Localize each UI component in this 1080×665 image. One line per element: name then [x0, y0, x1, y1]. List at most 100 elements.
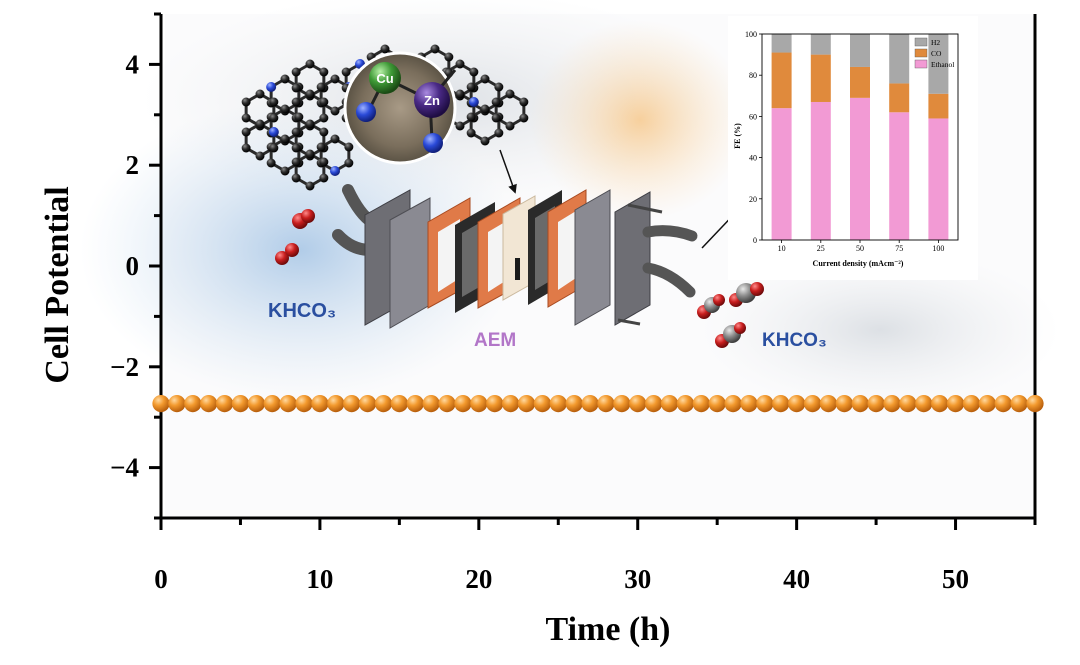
inset-bar-ethanol	[810, 101, 831, 240]
carbon-atom	[305, 181, 315, 191]
main-chart-axes: 0 10 20 30 40 50 −4 −2 0 2 4	[110, 12, 1037, 594]
main-data-point	[613, 394, 631, 413]
inset-x-tick-label: 50	[856, 244, 864, 253]
main-data-point	[470, 394, 488, 413]
carbon-atom	[319, 67, 329, 77]
carbon-atom	[241, 143, 251, 153]
main-data-point	[168, 394, 186, 413]
main-x-tick-label: 40	[783, 564, 810, 594]
inset-y-tick-label: 80	[749, 71, 757, 80]
khco3-left-label: KHCO₃	[268, 300, 336, 322]
main-data-point	[962, 394, 981, 413]
inset-x-tick-label: 10	[778, 244, 786, 253]
carbon-atom	[480, 74, 490, 84]
khco3-right-label: KHCO₃	[762, 330, 827, 351]
inset-axes: 0 20 40 60 80 100	[745, 30, 959, 245]
main-x-tick-label: 10	[306, 564, 333, 594]
carbon-atom	[305, 59, 315, 69]
carbon-atom	[280, 166, 290, 176]
main-data-point	[343, 394, 361, 413]
carbon-atom	[455, 121, 465, 131]
copper-atom	[369, 62, 401, 94]
carbon-atom	[466, 128, 476, 138]
carbon-atom	[466, 82, 476, 92]
carbon-atom	[305, 119, 315, 129]
main-data-point	[692, 394, 710, 413]
main-data-point	[899, 394, 917, 413]
main-data-point	[565, 394, 583, 413]
inset-bar-co	[889, 83, 910, 113]
main-data-point	[486, 394, 504, 413]
main-data-point	[867, 394, 885, 413]
main-data-point	[358, 394, 377, 413]
main-data-point	[406, 394, 424, 413]
main-data-point	[994, 394, 1012, 413]
carbon-atom	[430, 44, 440, 54]
main-data-point	[851, 394, 869, 413]
main-data-point	[390, 394, 408, 413]
carbon-atom	[255, 89, 265, 99]
main-data-point	[1010, 394, 1028, 413]
main-data-point	[533, 394, 551, 413]
carbon-atom	[494, 128, 504, 138]
carbon-atom	[455, 89, 465, 99]
inset-bar-co	[928, 93, 949, 119]
carbon-atom	[519, 113, 529, 123]
main-data-point	[311, 394, 329, 413]
inset-bar-ethanol	[850, 97, 870, 240]
inset-x-axis-label: Current density (mAcm⁻²)	[813, 259, 904, 268]
inset-y-tick-label: 20	[749, 195, 757, 204]
carbon-atom	[255, 151, 265, 161]
carbon-atom	[291, 67, 301, 77]
carbon-atom	[491, 97, 501, 107]
carbon-atom	[241, 113, 251, 123]
main-data-point	[740, 394, 758, 413]
main-data-point	[883, 394, 901, 413]
main-data-point	[629, 394, 647, 413]
carbon-atom	[480, 104, 490, 114]
inset-bar-ethanol	[928, 118, 949, 240]
main-data-point	[660, 394, 679, 413]
inset-legend-label: CO	[931, 49, 942, 58]
carbon-atom	[291, 173, 301, 183]
aem-label: AEM	[474, 330, 516, 351]
carbon-atom	[319, 127, 329, 137]
carbon-atom	[380, 44, 390, 54]
main-y-tick-label: 2	[126, 150, 140, 180]
main-data-point	[597, 394, 615, 413]
nitrogen-atom	[330, 166, 340, 176]
main-data-point	[931, 394, 949, 413]
main-x-tick-label: 30	[624, 564, 651, 594]
inset-legend-label: H2	[931, 38, 940, 47]
main-y-tick-label: 4	[126, 49, 140, 79]
main-data-point	[422, 394, 440, 413]
inset-bar-co	[771, 52, 792, 109]
inset-legend-swatch	[914, 48, 928, 58]
carbon-atom	[305, 89, 315, 99]
inset-x-tick-label: 75	[895, 244, 903, 253]
main-x-tick-label: 20	[465, 564, 492, 594]
catalyst-molecule-illustration: Cu Zn	[241, 44, 529, 191]
inset-bar-co	[850, 66, 870, 98]
main-data-point	[788, 394, 806, 413]
main-x-tick-label: 0	[154, 564, 168, 594]
carbon-atom	[519, 97, 529, 107]
main-data-point	[581, 394, 599, 413]
carbon-atom	[319, 157, 329, 167]
inset-bar-ethanol	[889, 112, 910, 240]
inset-y-tick-label: 60	[749, 112, 757, 121]
main-data-point	[978, 394, 996, 413]
main-data-point	[819, 394, 838, 413]
main-data-point	[517, 394, 536, 413]
inset-bar-co	[810, 54, 831, 102]
main-y-tick-label: −2	[110, 352, 139, 382]
inset-y-tick-label: 40	[749, 154, 757, 163]
main-x-tick-label: 50	[942, 564, 969, 594]
inset-bar-ethanol	[771, 108, 792, 240]
inset-legend-swatch	[914, 37, 928, 47]
main-chart-series	[152, 394, 1044, 413]
carbon-atom	[469, 67, 479, 77]
main-y-tick-label: 0	[126, 251, 140, 281]
